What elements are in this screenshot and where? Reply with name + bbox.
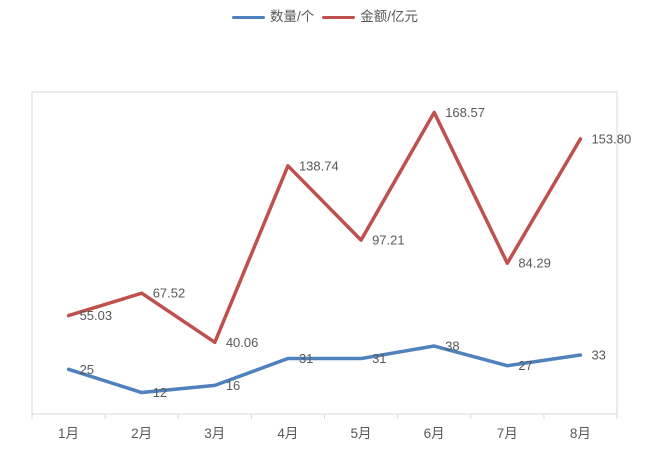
data-label-amount: 97.21	[372, 233, 405, 248]
x-axis-label: 8月	[570, 426, 591, 441]
data-label-quantity: 33	[591, 347, 605, 362]
series-line-quantity	[66, 344, 583, 395]
data-label-quantity: 31	[372, 351, 386, 366]
x-axis-label: 5月	[351, 426, 372, 441]
data-label-amount: 84.29	[518, 256, 551, 271]
chart-legend: 数量/个 金额/亿元	[0, 7, 650, 27]
data-label-quantity: 27	[518, 358, 532, 373]
x-axis-label: 3月	[204, 426, 225, 441]
legend-label-quantity: 数量/个	[269, 9, 315, 25]
legend-item-quantity: 数量/个	[231, 9, 315, 25]
x-axis-label: 4月	[277, 426, 298, 441]
x-axis-label: 6月	[424, 426, 445, 441]
data-label-amount: 67.52	[153, 286, 186, 301]
data-label-amount: 153.80	[591, 131, 631, 146]
data-label-quantity: 31	[299, 351, 313, 366]
series-line-amount	[66, 110, 583, 345]
data-label-quantity: 38	[445, 339, 459, 354]
legend-item-amount: 金额/亿元	[322, 10, 418, 24]
data-label-quantity: 25	[80, 362, 94, 377]
data-label-quantity: 12	[153, 385, 167, 400]
data-label-amount: 40.06	[226, 335, 259, 350]
data-label-quantity: 16	[226, 378, 240, 393]
data-label-amount: 168.57	[445, 105, 485, 120]
quantity-line-swatch-icon	[231, 15, 265, 19]
x-axis-label: 2月	[131, 426, 152, 441]
x-axis-label: 7月	[497, 426, 518, 441]
data-label-amount: 138.74	[299, 158, 339, 173]
legend-label-amount: 金额/亿元	[360, 9, 419, 25]
data-label-amount: 55.03	[80, 308, 113, 323]
x-axis-label: 1月	[58, 426, 79, 441]
amount-line-swatch-icon	[322, 15, 356, 19]
